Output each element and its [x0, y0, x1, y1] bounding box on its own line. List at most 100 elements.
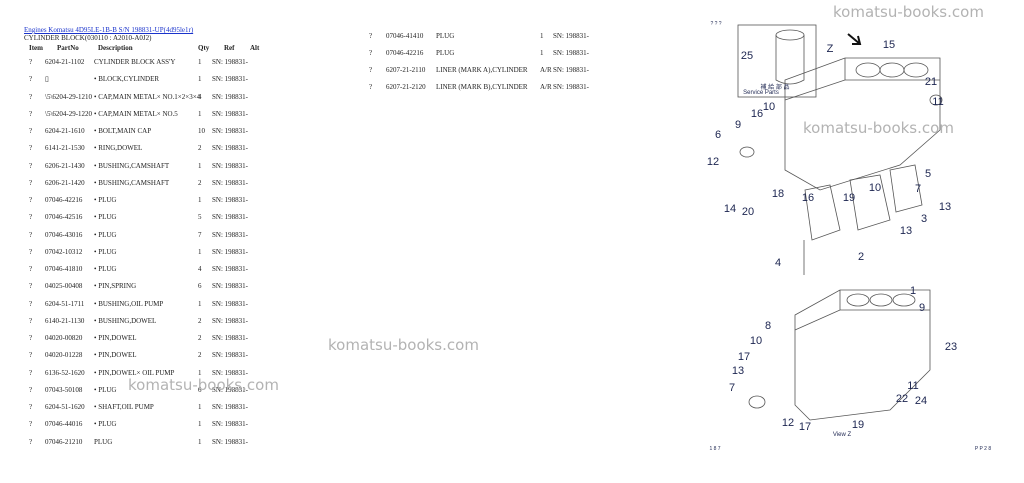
- callout: 1: [910, 285, 916, 297]
- item: ?: [29, 351, 33, 360]
- description: LINER (MARK A),CYLINDER: [436, 66, 528, 74]
- callout: 16: [751, 108, 763, 120]
- callout: 10: [750, 335, 762, 347]
- description: • BUSHING,CAMSHAFT: [94, 178, 170, 187]
- callout: 9: [919, 302, 925, 314]
- ref: SN: 198831-: [212, 230, 248, 239]
- quantity: 1: [198, 368, 202, 377]
- ref: SN: 198831-: [212, 316, 248, 325]
- callout: 21: [925, 76, 937, 88]
- callout: 11: [907, 380, 918, 392]
- part-number: 04020-00820: [45, 334, 83, 342]
- part-number: 6204-21-1102: [45, 58, 85, 66]
- part-number: 07046-42516: [45, 213, 83, 222]
- part-number: 07046-41810: [45, 265, 83, 273]
- part-number: 6204-51-1711: [45, 299, 85, 308]
- quantity: 6: [198, 385, 202, 394]
- callout: 22: [896, 393, 908, 405]
- part-number: 6136-52-1620: [45, 368, 85, 377]
- ref: SN: 198831-: [553, 66, 589, 74]
- callout: 10: [869, 182, 881, 194]
- quantity: 1: [198, 75, 202, 84]
- quantity: 2: [198, 351, 202, 360]
- ref: SN: 198831-: [212, 196, 248, 204]
- description: PLUG: [94, 437, 113, 446]
- item: ?: [29, 196, 33, 204]
- header-link[interactable]: Engines Komatsu 4D95LE-1B-B S/N 198831-U…: [24, 26, 194, 34]
- description: • BLOCK,CYLINDER: [94, 75, 160, 84]
- part-number: \5\6204-29-1220: [45, 109, 93, 118]
- quantity: 4: [198, 265, 202, 273]
- item: ?: [29, 334, 33, 342]
- item: ?: [29, 265, 33, 273]
- description: • PLUG: [94, 213, 117, 222]
- item: ?: [29, 403, 33, 411]
- top-marks: ? ? ?: [710, 21, 721, 27]
- part-number: 07043-50108: [45, 385, 83, 394]
- quantity: 1: [198, 58, 202, 66]
- callout: 19: [843, 192, 855, 204]
- part-number: 6140-21-1130: [45, 316, 85, 325]
- view-caption: View Z: [833, 432, 852, 438]
- description: • PLUG: [94, 265, 117, 273]
- callout: Z: [827, 43, 834, 55]
- quantity: A/R: [540, 83, 552, 91]
- ref: SN: 198831-: [212, 265, 248, 273]
- ref: SN: 198831-: [212, 368, 248, 377]
- callout: 7: [915, 183, 921, 195]
- ref: SN: 198831-: [212, 437, 248, 446]
- description: • BOLT,MAIN CAP: [94, 127, 152, 135]
- part-number: 6206-21-1420: [45, 178, 85, 187]
- quantity: 7: [198, 230, 202, 239]
- part-number: 07046-43016: [45, 230, 83, 239]
- description: • PLUG: [94, 230, 117, 239]
- item: ?: [29, 437, 33, 446]
- callout: 13: [900, 225, 912, 237]
- quantity: 10: [198, 127, 205, 135]
- callout: 13: [939, 201, 951, 213]
- ref: SN: 198831-: [553, 49, 589, 57]
- description: • PIN,SPRING: [94, 282, 137, 291]
- part-number: 6207-21-2120: [386, 83, 426, 91]
- description: • PLUG: [94, 420, 117, 429]
- description: • PIN,DOWEL: [94, 334, 137, 342]
- ref: SN: 198831-: [553, 32, 589, 40]
- part-number: 6141-21-1530: [45, 144, 85, 153]
- part-number: 07046-44016: [45, 420, 83, 429]
- page-left: 1 8 7: [709, 446, 720, 452]
- item: ?: [369, 83, 373, 91]
- watermark: komatsu-books.com: [803, 119, 954, 137]
- item: ?: [29, 299, 33, 308]
- item: ?: [29, 144, 33, 153]
- ref: SN: 198831-: [212, 161, 248, 170]
- service-parts-box: [737, 24, 817, 98]
- column-header: Description: [98, 44, 133, 52]
- quantity: 2: [198, 178, 202, 187]
- ref: SN: 198831-: [212, 282, 248, 291]
- page-right: P P 2 8: [975, 446, 991, 452]
- quantity: 1: [198, 247, 202, 256]
- item: ?: [29, 161, 33, 170]
- column-header: PartNo: [57, 44, 79, 52]
- quantity: 1: [198, 161, 202, 170]
- item: ?: [29, 178, 33, 187]
- callout: 19: [852, 419, 864, 431]
- callout: 10: [763, 101, 775, 113]
- quantity: 1: [198, 196, 202, 204]
- service-parts-jp: 補 給 部 品: [760, 83, 789, 91]
- callout: 15: [883, 39, 895, 51]
- ref: SN: 198831-: [212, 334, 248, 342]
- item: ?: [369, 49, 373, 57]
- description: • CAP,MAIN METAL× NO.1×2×3×4: [94, 92, 201, 101]
- callout: 9: [735, 119, 741, 131]
- description: PLUG: [436, 49, 455, 57]
- header-subtitle: CYLINDER BLOCK(030110 : A2010-A0J2): [24, 34, 152, 42]
- watermark: komatsu-books.com: [128, 376, 279, 394]
- quantity: 6: [198, 282, 202, 291]
- ref: SN: 198831-: [212, 299, 248, 308]
- callout: 2: [858, 251, 864, 263]
- description: • PIN,DOWEL: [94, 351, 137, 360]
- callout: 17: [799, 421, 811, 433]
- item: ?: [29, 75, 33, 84]
- quantity: 2: [198, 334, 202, 342]
